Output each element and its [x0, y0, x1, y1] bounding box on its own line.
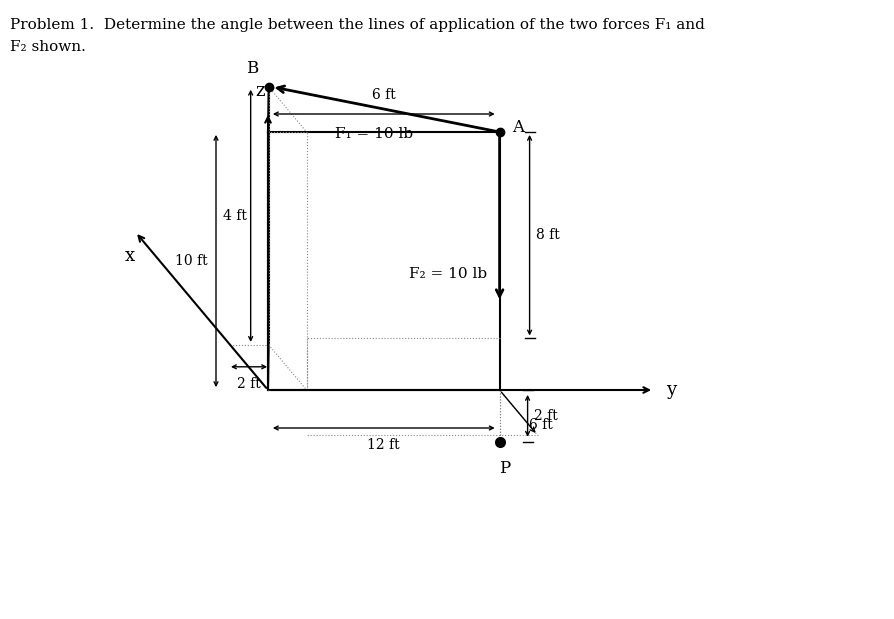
Text: y: y: [665, 381, 675, 399]
Text: F₂ shown.: F₂ shown.: [10, 40, 86, 54]
Text: 8 ft: 8 ft: [535, 228, 559, 242]
Text: B: B: [246, 60, 258, 77]
Text: A: A: [511, 118, 523, 136]
Text: Problem 1.  Determine the angle between the lines of application of the two forc: Problem 1. Determine the angle between t…: [10, 18, 704, 32]
Text: z: z: [255, 82, 265, 100]
Text: F₂ = 10 lb: F₂ = 10 lb: [409, 267, 487, 281]
Text: 6 ft: 6 ft: [372, 88, 395, 102]
Text: 6 ft: 6 ft: [528, 418, 552, 431]
Text: 2 ft: 2 ft: [533, 409, 557, 423]
Text: 10 ft: 10 ft: [175, 254, 207, 268]
Text: 12 ft: 12 ft: [367, 438, 400, 452]
Text: P: P: [499, 459, 510, 477]
Text: 4 ft: 4 ft: [223, 209, 247, 223]
Text: x: x: [125, 247, 135, 265]
Text: 2 ft: 2 ft: [237, 377, 261, 391]
Text: F₁ = 10 lb: F₁ = 10 lb: [334, 128, 413, 141]
